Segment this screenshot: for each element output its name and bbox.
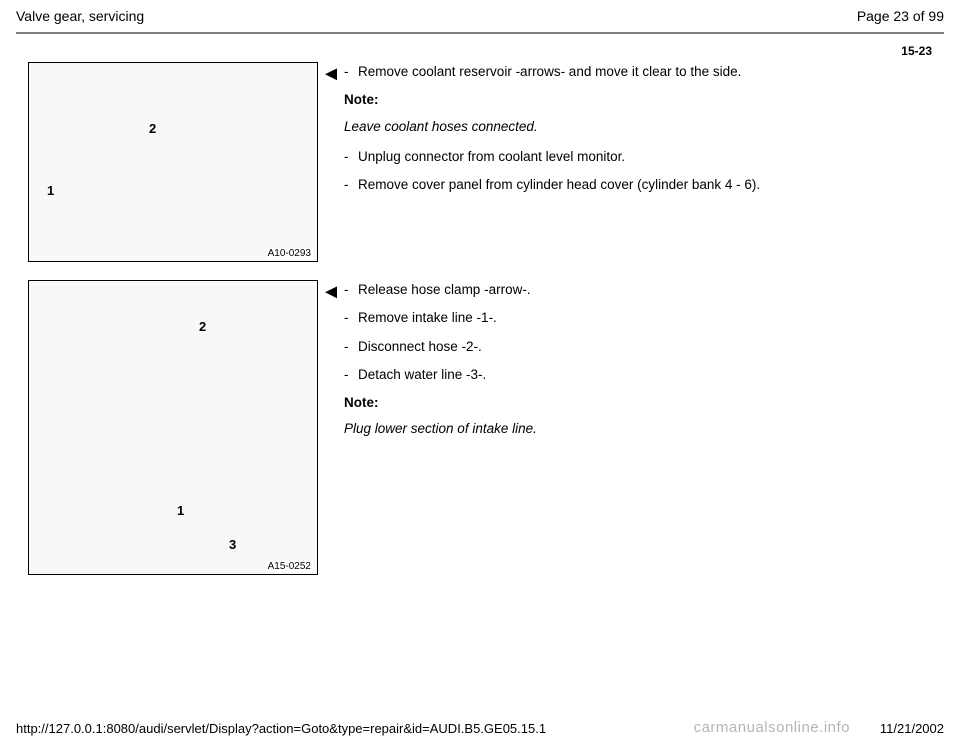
bullet-dash-icon: - <box>344 365 358 385</box>
figure-1: 1 2 A10-0293 <box>28 62 318 262</box>
header-page-number: Page 23 of 99 <box>857 8 944 24</box>
instruction-step: - Detach water line -3-. <box>344 365 932 385</box>
note-label: Note: <box>344 393 932 413</box>
figure-code-label: A10-0293 <box>266 248 313 259</box>
pointer-left-icon: ◄ <box>318 280 344 302</box>
instruction-block-2: 2 1 3 A15-0252 ◄ - Release hose clamp -a… <box>28 280 932 575</box>
page-footer: http://127.0.0.1:8080/audi/servlet/Displ… <box>0 721 960 736</box>
instruction-step: - Release hose clamp -arrow-. <box>344 280 932 300</box>
bullet-dash-icon: - <box>344 308 358 328</box>
section-code: 15-23 <box>0 34 960 62</box>
step-text: Remove coolant reservoir -arrows- and mo… <box>358 62 741 82</box>
bullet-dash-icon: - <box>344 62 358 82</box>
footer-url: http://127.0.0.1:8080/audi/servlet/Displ… <box>16 721 546 736</box>
figure-callout: 1 <box>177 503 184 518</box>
note-label: Note: <box>344 90 932 110</box>
instruction-block-1: 1 2 A10-0293 ◄ - Remove coolant reservoi… <box>28 62 932 262</box>
instruction-step: - Remove intake line -1-. <box>344 308 932 328</box>
step-text: Remove cover panel from cylinder head co… <box>358 175 760 195</box>
instruction-step: - Remove cover panel from cylinder head … <box>344 175 932 195</box>
figure-code-label: A15-0252 <box>266 561 313 572</box>
pointer-left-icon: ◄ <box>318 62 344 84</box>
step-text: Release hose clamp -arrow-. <box>358 280 531 300</box>
note-text: Plug lower section of intake line. <box>344 419 932 439</box>
step-text: Disconnect hose -2-. <box>358 337 482 357</box>
instruction-step: - Unplug connector from coolant level mo… <box>344 147 932 167</box>
instruction-step: - Remove coolant reservoir -arrows- and … <box>344 62 932 82</box>
instruction-step: - Disconnect hose -2-. <box>344 337 932 357</box>
bullet-dash-icon: - <box>344 337 358 357</box>
footer-date: 11/21/2002 <box>880 721 944 736</box>
bullet-dash-icon: - <box>344 147 358 167</box>
step-text: Detach water line -3-. <box>358 365 486 385</box>
header-title: Valve gear, servicing <box>16 8 144 24</box>
bullet-dash-icon: - <box>344 280 358 300</box>
figure-callout: 2 <box>199 319 206 334</box>
instruction-text-2: - Release hose clamp -arrow-. - Remove i… <box>344 280 932 450</box>
content-area: 1 2 A10-0293 ◄ - Remove coolant reservoi… <box>0 62 960 575</box>
bullet-dash-icon: - <box>344 175 358 195</box>
step-text: Unplug connector from coolant level moni… <box>358 147 625 167</box>
figure-callout: 3 <box>229 537 236 552</box>
step-text: Remove intake line -1-. <box>358 308 497 328</box>
page-header: Valve gear, servicing Page 23 of 99 <box>0 0 960 28</box>
instruction-text-1: - Remove coolant reservoir -arrows- and … <box>344 62 932 203</box>
note-text: Leave coolant hoses connected. <box>344 117 932 137</box>
figure-callout: 2 <box>149 121 156 136</box>
figure-2: 2 1 3 A15-0252 <box>28 280 318 575</box>
figure-callout: 1 <box>47 183 54 198</box>
